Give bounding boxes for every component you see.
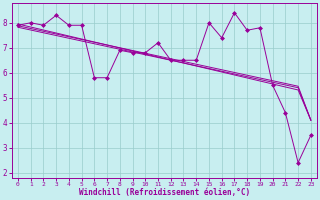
X-axis label: Windchill (Refroidissement éolien,°C): Windchill (Refroidissement éolien,°C) [79,188,250,197]
